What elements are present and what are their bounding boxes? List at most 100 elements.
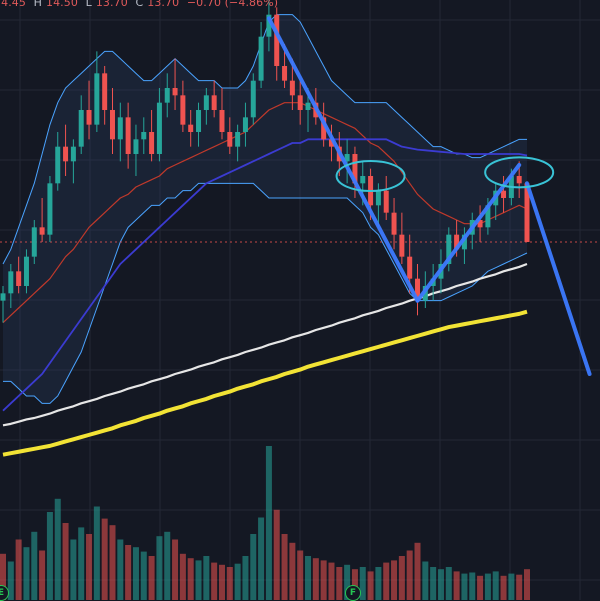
candle-body — [266, 14, 272, 37]
volume-bar — [54, 498, 61, 600]
volume-bar — [78, 527, 85, 600]
volume-bar — [117, 539, 124, 600]
candle-body — [360, 176, 366, 184]
candle-body — [102, 73, 108, 110]
highlight-circle — [484, 156, 555, 189]
volume-bar — [273, 509, 280, 600]
candle-body — [180, 95, 186, 125]
volume-bar — [187, 558, 194, 600]
volume-bar — [430, 567, 437, 600]
candle-body — [415, 278, 421, 301]
volume-bar — [422, 561, 429, 600]
volume-bar — [312, 558, 319, 600]
low-value: 13.70 — [95, 0, 128, 9]
volume-bar — [156, 536, 163, 600]
volume-bar — [383, 562, 390, 600]
volume-bar — [242, 556, 249, 600]
candle-body — [289, 80, 295, 96]
trend-line — [525, 181, 592, 376]
bollinger-bands — [2, 14, 528, 404]
volume-bar — [125, 545, 132, 600]
volume-bar — [508, 573, 515, 600]
close-label: C — [135, 0, 144, 9]
candle-body — [274, 14, 280, 66]
candle-body — [39, 227, 45, 235]
candle-body — [31, 227, 37, 257]
candle-body — [70, 146, 76, 162]
candle-body — [164, 88, 170, 103]
volume-bar — [492, 571, 499, 600]
volume-bar — [289, 542, 296, 600]
volume-bar — [398, 556, 405, 600]
ma-200-line — [2, 309, 528, 457]
candle-body — [250, 80, 256, 118]
volume-bar — [469, 572, 476, 600]
volume-bar — [477, 575, 484, 600]
volume-bar — [500, 575, 507, 600]
bollinger-lower — [3, 182, 528, 404]
earnings-event-marker[interactable]: F — [345, 585, 361, 601]
volume-bar — [211, 562, 218, 600]
volume-bar — [336, 567, 343, 600]
candle-body — [399, 234, 405, 257]
candle-body — [242, 117, 248, 132]
volume-bar — [23, 547, 30, 600]
volume-bar — [375, 567, 382, 600]
volume-bar — [265, 446, 272, 600]
volume-bar — [203, 556, 210, 600]
candle-body — [407, 256, 413, 279]
volume-bar — [351, 569, 358, 600]
high-label: H — [33, 0, 42, 9]
candle-body — [391, 212, 397, 235]
candle-body — [203, 95, 209, 110]
volume-bar — [70, 539, 77, 600]
volume-bar — [281, 534, 288, 600]
high-value: 14.50 — [45, 0, 78, 9]
volume-bar — [258, 517, 265, 600]
close-value: 13.70 — [147, 0, 180, 9]
candle-body — [196, 110, 202, 132]
volume-bar — [391, 560, 398, 600]
volume-bar — [172, 539, 179, 600]
volume-bar — [86, 534, 93, 600]
candle-body — [188, 124, 194, 132]
volume-bar — [297, 550, 304, 600]
candle-body — [258, 36, 264, 81]
candle-body — [383, 190, 389, 213]
candle-body — [211, 95, 217, 110]
candle-body — [219, 110, 225, 132]
candle-body — [78, 110, 84, 147]
candle-body — [344, 154, 350, 162]
candle-body — [321, 117, 327, 140]
low-label: L — [85, 0, 92, 9]
candle-body — [133, 139, 139, 154]
candle-body — [156, 102, 162, 154]
candle-body — [235, 132, 241, 147]
ohlc-legend: 14.45 H14.50 L13.70 C13.70 −0.70 (−4.86%… — [0, 0, 282, 9]
candle-body — [282, 66, 288, 81]
volume-bar — [320, 560, 327, 600]
volume-bar — [344, 564, 351, 600]
candle-body — [55, 146, 61, 184]
volume-bar — [226, 567, 233, 600]
candle-body — [454, 234, 460, 250]
highlight-circle — [335, 160, 406, 192]
candle-body — [125, 117, 131, 154]
candle-body — [0, 293, 6, 301]
candle-body — [16, 271, 22, 286]
ma-100-line — [2, 262, 528, 427]
volume-bar — [359, 567, 366, 600]
volume-bar — [93, 506, 100, 600]
candle-body — [8, 271, 14, 294]
volume-bar — [132, 547, 139, 600]
candle-body — [485, 205, 491, 228]
volume-bar — [46, 512, 53, 600]
drawn-annotations[interactable] — [266, 16, 592, 376]
candle-body — [149, 132, 155, 154]
volume-bar — [62, 523, 69, 600]
candle-body — [305, 102, 311, 110]
bollinger-fill — [3, 14, 527, 404]
candle-body — [23, 256, 29, 286]
volume-bar — [218, 564, 225, 600]
